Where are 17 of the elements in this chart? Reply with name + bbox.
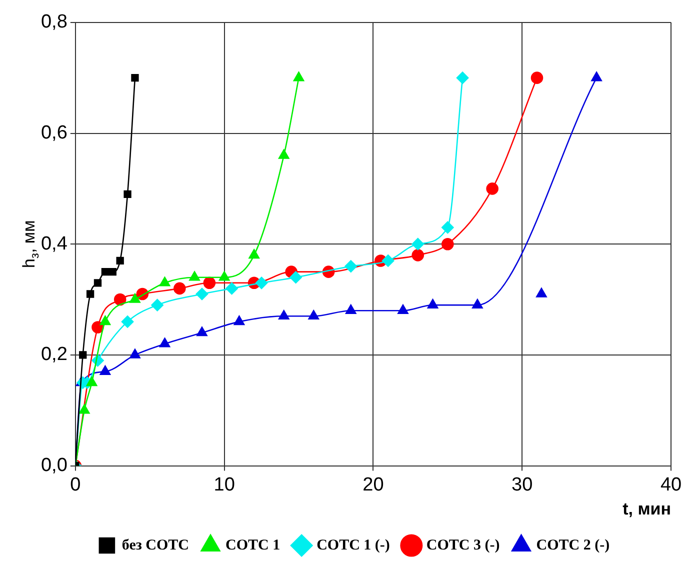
y-tick-label: 0,4 <box>40 233 68 254</box>
legend-label: СОТС 3 (-) <box>426 537 500 554</box>
x-axis-title: t, мин <box>622 499 671 518</box>
y-tick-label: 0,0 <box>40 455 68 476</box>
y-axis-title: hз, мм <box>20 220 42 268</box>
x-tick-label: 30 <box>512 474 533 496</box>
legend-label: СОТС 2 (-) <box>536 537 610 554</box>
x-tick-label: 20 <box>362 474 384 496</box>
x-tick-label: 10 <box>214 474 235 496</box>
x-tick-label: 40 <box>660 474 682 496</box>
x-tick-label: 0 <box>70 474 81 496</box>
legend-label: СОТС 1 <box>226 537 280 554</box>
y-tick-label: 0,6 <box>40 122 68 144</box>
y-tick-label: 0,8 <box>40 12 68 33</box>
y-tick-label: 0,2 <box>40 344 68 366</box>
legend-label: СОТС 1 (-) <box>316 537 390 554</box>
legend-label: без СОТС <box>122 537 190 554</box>
